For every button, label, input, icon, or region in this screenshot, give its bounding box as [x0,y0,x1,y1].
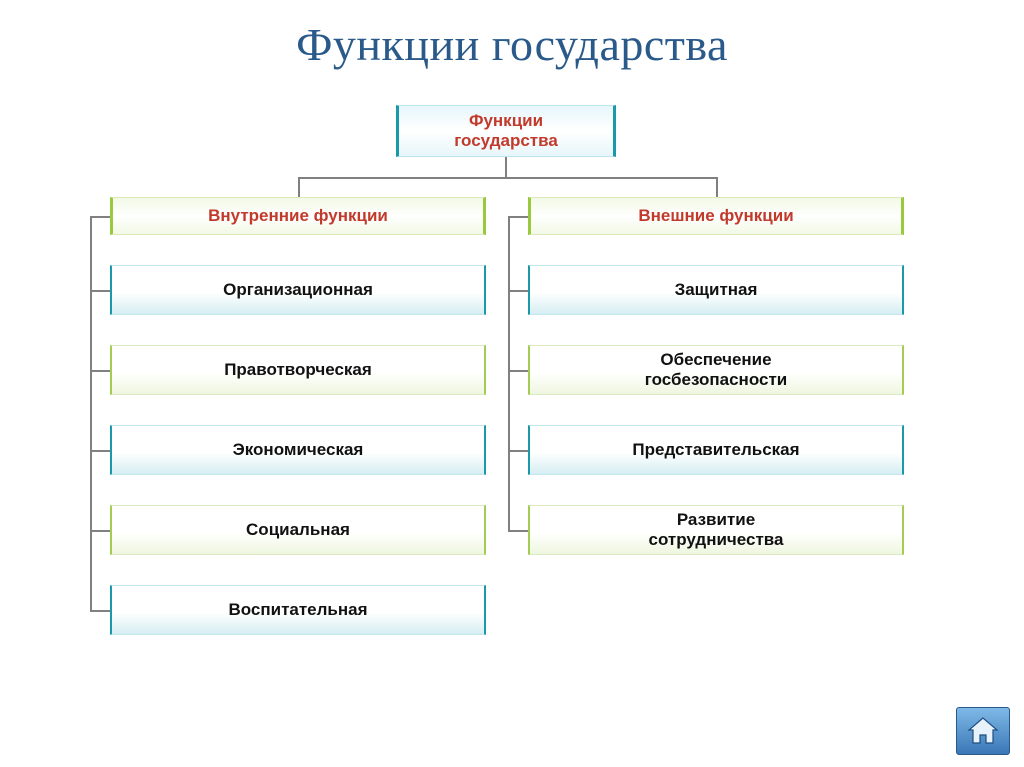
leaf-external-3: Развитиесотрудничества [528,505,904,555]
leaf-internal-4: Воспитательная [110,585,486,635]
connector [90,370,110,372]
connector [716,177,718,197]
page-title: Функции государства [0,0,1024,71]
connector [90,290,110,292]
home-button[interactable] [956,707,1010,755]
leaf-external-1: Обеспечениегосбезопасности [528,345,904,395]
home-icon [966,716,1000,746]
leaf-external-0: Защитная [528,265,904,315]
connector [508,216,510,530]
connector [298,177,300,197]
connector [505,157,507,177]
connector [508,450,528,452]
connector [508,290,528,292]
connector [90,530,110,532]
connector [508,216,528,218]
connector [90,216,92,610]
connector [90,450,110,452]
connector [298,177,718,179]
connector [90,216,110,218]
leaf-internal-1: Правотворческая [110,345,486,395]
branch-head-internal: Внутренние функции [110,197,486,235]
connector [508,370,528,372]
leaf-internal-0: Организационная [110,265,486,315]
leaf-external-2: Представительская [528,425,904,475]
leaf-internal-2: Экономическая [110,425,486,475]
leaf-internal-3: Социальная [110,505,486,555]
connector [508,530,528,532]
diagram-canvas: Функциигосударства Внутренние функции Ор… [90,105,934,695]
branch-head-external: Внешние функции [528,197,904,235]
root-node: Функциигосударства [396,105,616,157]
connector [90,610,110,612]
